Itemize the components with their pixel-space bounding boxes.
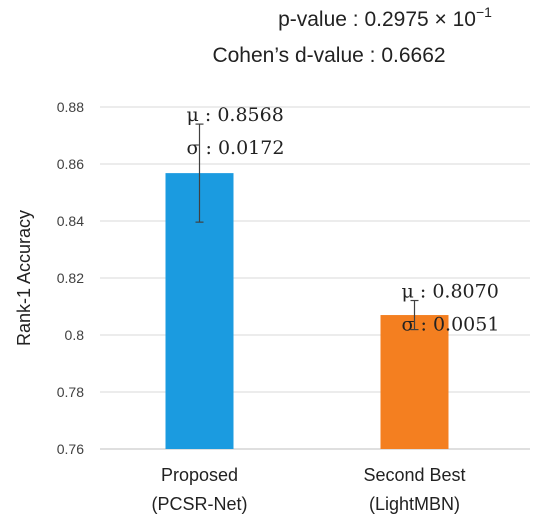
bar <box>380 315 449 449</box>
y-tick-labels: 0.76 0.78 0.8 0.82 0.84 0.86 0.88 <box>57 99 84 457</box>
gridlines <box>100 106 530 450</box>
error-bars <box>195 123 419 331</box>
pvalue-prefix: p-value : 0.2975 × 10 <box>278 8 476 31</box>
y-tick-label: 0.84 <box>57 213 84 229</box>
y-tick-label: 0.8 <box>65 327 85 343</box>
mean-annotation: μ : 0.8070 <box>402 281 499 303</box>
y-tick-label: 0.82 <box>57 270 84 286</box>
x-category-sublabel: (PCSR-Net) <box>151 494 247 514</box>
y-axis-title: Rank-1 Accuracy <box>14 210 34 346</box>
mean-annotation: μ : 0.8568 <box>187 104 284 126</box>
x-category-labels: Proposed (PCSR-Net) Second Best (LightMBN) <box>151 465 465 514</box>
std-annotation: σ : 0.0051 <box>402 314 500 336</box>
std-annotation: σ : 0.0172 <box>187 137 285 159</box>
y-tick-label: 0.88 <box>57 99 84 115</box>
error-bar <box>195 123 204 223</box>
bar-annotations: μ : 0.8568 σ : 0.0172 μ : 0.8070 σ : 0.0051 <box>187 104 500 335</box>
error-bar <box>410 299 419 331</box>
y-tick-label: 0.76 <box>57 441 84 457</box>
chart-header: p-value : 0.2975 × 10−1 Cohen’s d-value … <box>212 4 492 67</box>
x-category-label: Proposed <box>161 465 238 485</box>
pvalue-exponent: −1 <box>476 4 492 20</box>
y-tick-label: 0.78 <box>57 384 84 400</box>
bars <box>165 173 449 449</box>
y-tick-label: 0.86 <box>57 156 84 172</box>
cohen-d-text: Cohen’s d-value : 0.6662 <box>212 44 445 67</box>
pvalue-text: p-value : 0.2975 × 10−1 <box>278 4 492 31</box>
x-category-sublabel: (LightMBN) <box>369 494 460 514</box>
x-category-label: Second Best <box>363 465 465 485</box>
